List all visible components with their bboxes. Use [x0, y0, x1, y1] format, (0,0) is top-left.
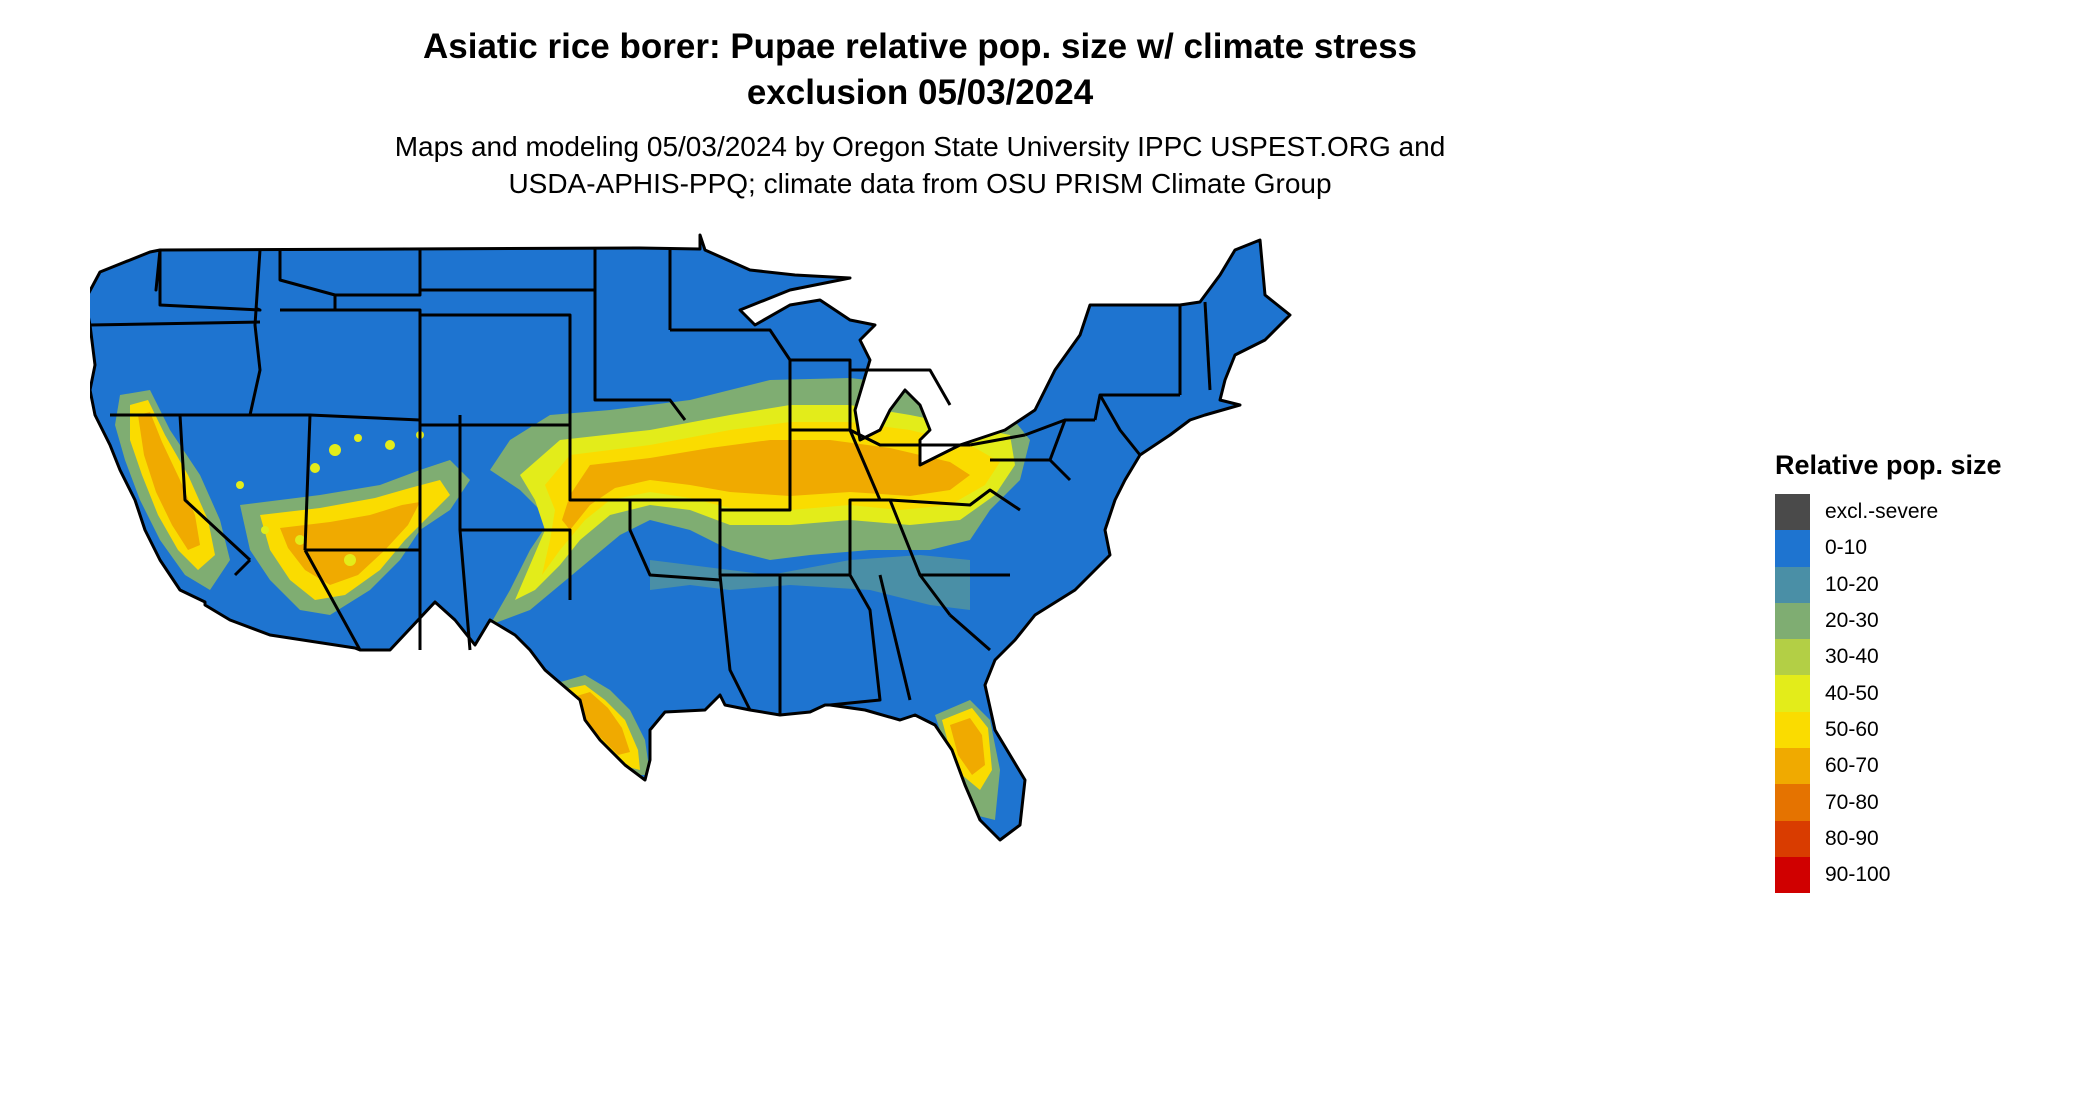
legend-item: 10-20 [1775, 566, 2075, 603]
legend-swatch [1775, 602, 1810, 640]
legend-rows: excl.-severe 0-10 10-20 20-30 30-40 40-50 50-6… [1775, 494, 2075, 894]
band-speckles [236, 431, 424, 566]
legend-swatch [1775, 820, 1810, 857]
legend-item: 70-80 [1775, 784, 2075, 821]
legend-label: 90-100 [1825, 863, 1891, 887]
map-subtitle-line2: USDA-APHIS-PPQ; climate data from OSU PR… [508, 168, 1332, 199]
band-60-70 [562, 440, 970, 530]
legend-item: 20-30 [1775, 602, 2075, 640]
legend-label: 50-60 [1825, 717, 1879, 741]
legend-item: 0-10 [1775, 530, 2075, 567]
legend-label: 60-70 [1825, 754, 1879, 778]
map-subtitle: Maps and modeling 05/03/2024 by Oregon S… [300, 128, 1540, 202]
legend-label: 10-20 [1825, 572, 1879, 596]
legend-swatch [1775, 566, 1810, 603]
legend-item: excl.-severe [1775, 494, 2075, 531]
legend-label: 70-80 [1825, 790, 1879, 814]
legend-item: 80-90 [1775, 820, 2075, 857]
legend: Relative pop. size excl.-severe 0-10 10-20… [1775, 448, 2075, 894]
legend-swatch [1775, 530, 1810, 567]
band-fl-orange [950, 718, 985, 775]
us-map [90, 233, 1292, 842]
state-borders [90, 233, 1292, 842]
legend-swatch [1775, 856, 1810, 894]
legend-item: 40-50 [1775, 675, 2075, 712]
legend-label: 40-50 [1825, 681, 1879, 705]
legend-label: 20-30 [1825, 609, 1879, 633]
legend-swatch [1775, 675, 1810, 712]
legend-label: excl.-severe [1825, 500, 1939, 524]
map-title: Asiatic rice borer: Pupae relative pop. … [300, 24, 1540, 116]
legend-swatch [1775, 711, 1810, 749]
legend-swatch [1775, 748, 1810, 785]
map-title-line2: exclusion 05/03/2024 [746, 73, 1094, 112]
legend-label: 30-40 [1825, 645, 1879, 669]
map-subtitle-line1: Maps and modeling 05/03/2024 by Oregon S… [394, 131, 1446, 162]
legend-label: 0-10 [1825, 536, 1868, 560]
legend-item: 50-60 [1775, 711, 2075, 749]
legend-item: 30-40 [1775, 639, 2075, 676]
band-10-20 [650, 555, 970, 610]
legend-item: 90-100 [1775, 856, 2075, 894]
legend-label: 80-90 [1825, 826, 1879, 850]
legend-item: 60-70 [1775, 748, 2075, 785]
legend-swatch [1775, 639, 1810, 676]
legend-title: Relative pop. size [1775, 450, 2002, 480]
map-title-line1: Asiatic rice borer: Pupae relative pop. … [422, 27, 1418, 66]
band-tx-coast-orange [570, 692, 630, 755]
legend-swatch [1775, 784, 1810, 821]
legend-swatch [1775, 494, 1810, 531]
